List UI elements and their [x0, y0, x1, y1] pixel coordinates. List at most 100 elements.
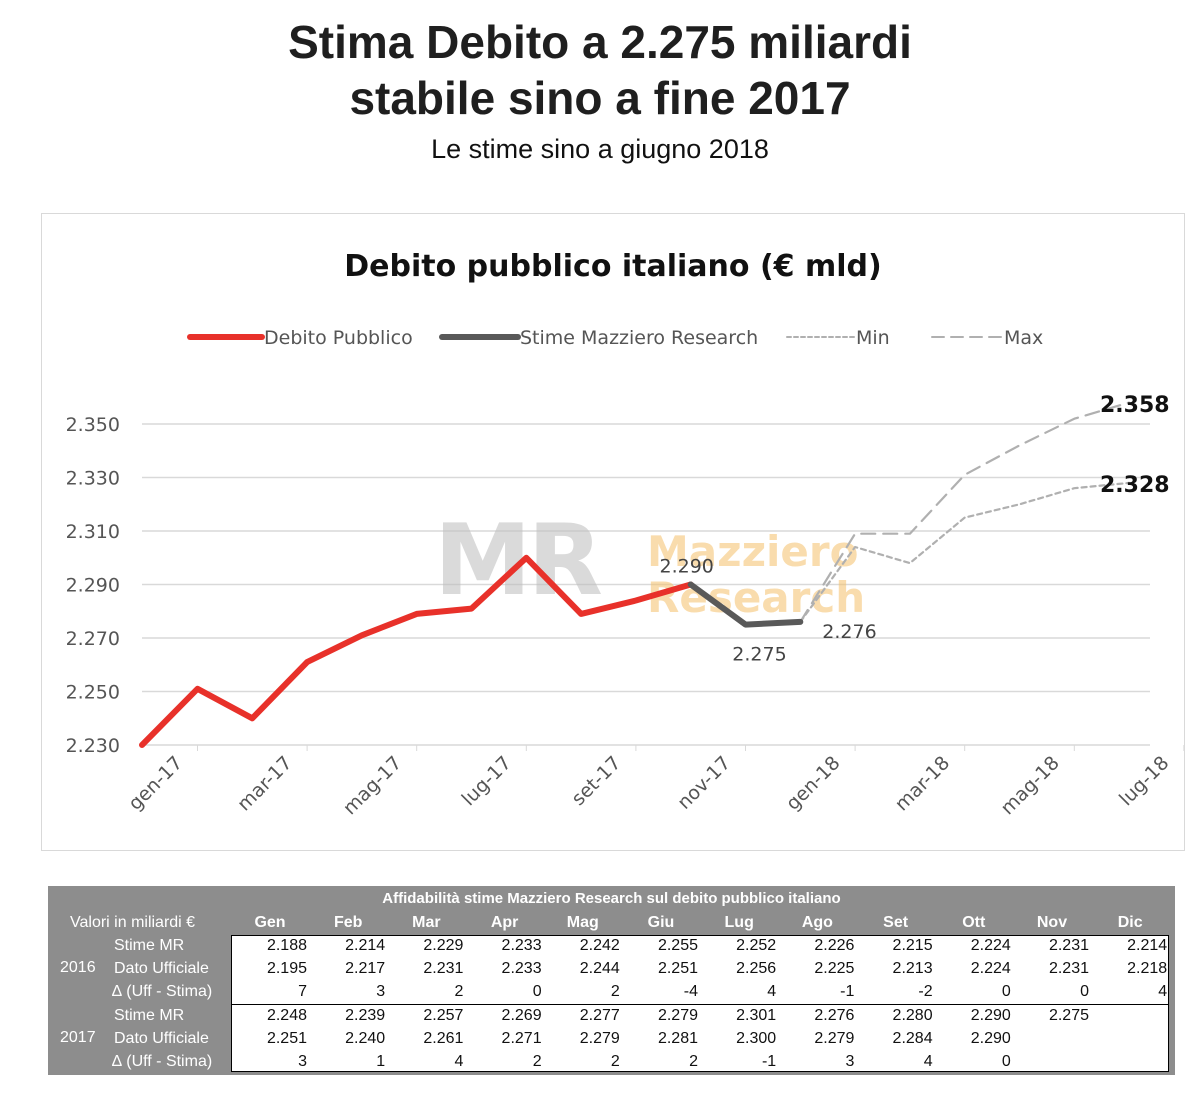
- table-cell: 2.255: [657, 937, 698, 954]
- table-cell: 4: [923, 1053, 933, 1070]
- table-cell: 4: [1158, 983, 1168, 1000]
- table-cell: 3: [376, 983, 386, 1000]
- month-header: Ott: [962, 914, 986, 931]
- table-cell: 2.224: [970, 937, 1011, 954]
- month-header: Dic: [1117, 914, 1143, 931]
- line-chart: Debito pubblico italiano (€ mld) Debito P…: [66, 249, 1184, 819]
- table-cell: -1: [761, 1053, 777, 1070]
- table-cell: 2.279: [579, 1030, 620, 1047]
- table-cell: 0: [1001, 983, 1011, 1000]
- month-header: Feb: [333, 914, 363, 931]
- y-tick-label: 2.350: [66, 414, 120, 436]
- table-cell: 2.256: [736, 960, 777, 977]
- x-tick-label: mar-17: [233, 752, 296, 815]
- table-cell: 2.276: [814, 1007, 855, 1024]
- table-cell: -4: [683, 983, 698, 1000]
- month-header: Set: [883, 914, 909, 931]
- table-cell: 2.224: [970, 960, 1011, 977]
- table-cell: 2.233: [501, 960, 542, 977]
- table-cell: 2.239: [345, 1007, 386, 1024]
- watermark-brand-line2: Research: [647, 573, 865, 622]
- table-title: Affidabilità stime Mazziero Research sul…: [382, 890, 841, 907]
- table-cell: 2: [610, 1053, 620, 1070]
- table-cell: 2.275: [1048, 1007, 1089, 1024]
- y-tick-label: 2.250: [66, 682, 120, 704]
- table-cell: 2.271: [501, 1030, 542, 1047]
- table-cell: 4: [454, 1053, 464, 1070]
- x-tick-label: gen-18: [782, 752, 845, 815]
- table-cell: 2.226: [814, 937, 855, 954]
- row-label: Stime MR: [114, 1007, 185, 1024]
- table-cell: 2.233: [501, 937, 542, 954]
- row-label: Dato Ufficiale: [114, 1030, 209, 1047]
- reliability-table: Affidabilità stime Mazziero Research sul…: [48, 886, 1175, 1075]
- table-cell: 2.301: [736, 1007, 777, 1024]
- legend-label-1: Debito Pubblico: [264, 327, 413, 349]
- table-cell: 2.218: [1127, 960, 1168, 977]
- table-cell: 2.231: [1048, 960, 1089, 977]
- x-tick-label: mag-18: [996, 752, 1063, 819]
- table-cell: 2.251: [266, 1030, 307, 1047]
- table-cell: 2.214: [1127, 937, 1168, 954]
- series-line-debito-pubblico: [139, 554, 694, 748]
- month-header: Lug: [724, 914, 754, 931]
- table-cell: -1: [840, 983, 855, 1000]
- table-cell: 2.231: [1048, 937, 1089, 954]
- table-rule: [231, 935, 1169, 936]
- month-header: Giu: [647, 914, 675, 931]
- table-cell: 2.217: [345, 960, 386, 977]
- data-label: 2.290: [659, 556, 713, 578]
- x-tick-label: mar-18: [891, 752, 954, 815]
- page-subtitle: Le stime sino a giugno 2018: [431, 134, 769, 164]
- table-cell: 2.225: [814, 960, 855, 977]
- table-cell: 2.195: [266, 960, 307, 977]
- table-cell: 2.290: [970, 1007, 1011, 1024]
- data-label: 2.358: [1100, 393, 1170, 418]
- table-rule: [1168, 935, 1169, 1072]
- table-cell: 0: [532, 983, 542, 1000]
- table-cell: 2.279: [657, 1007, 698, 1024]
- table-cell: 2.188: [266, 937, 307, 954]
- x-tick-label: mag-17: [339, 752, 406, 819]
- table-cell: 2.269: [501, 1007, 542, 1024]
- legend-label-4: Max: [1004, 327, 1043, 349]
- table-cell: 2.231: [423, 960, 464, 977]
- table-cell: 2.284: [892, 1030, 933, 1047]
- legend-label-3: Min: [856, 327, 890, 349]
- row-label: Stime MR: [114, 937, 185, 954]
- table-cell: 2.261: [423, 1030, 464, 1047]
- table-cell: 2.257: [423, 1007, 464, 1024]
- table-cell: -2: [918, 983, 933, 1000]
- data-label: 2.275: [732, 644, 786, 666]
- data-label: 2.276: [822, 621, 876, 643]
- table-cell: 2.229: [423, 937, 464, 954]
- table-cell: 3: [298, 1053, 307, 1070]
- x-tick-label: nov-17: [673, 752, 735, 814]
- data-label: 2.328: [1100, 473, 1170, 498]
- table-cell: 2.290: [970, 1030, 1011, 1047]
- table-cell: 2: [532, 1053, 542, 1070]
- row-label: ∆ (Uff - Stima): [112, 983, 213, 1000]
- table-cell: 2: [454, 983, 464, 1000]
- table-rule: [231, 1071, 1169, 1072]
- table-cell: 2.214: [345, 937, 386, 954]
- table-cell: 0: [1001, 1053, 1011, 1070]
- y-tick-label: 2.270: [66, 628, 120, 650]
- x-tick-label: lug-17: [458, 752, 516, 810]
- month-header: Mag: [566, 914, 599, 931]
- y-tick-label: 2.310: [66, 521, 120, 543]
- y-tick-label: 2.290: [66, 575, 120, 597]
- page-header: Stima Debito a 2.275 miliardi stabile si…: [0, 14, 1200, 166]
- table-cell: 2.281: [657, 1030, 698, 1047]
- year-label: 2016: [60, 959, 96, 976]
- table-cell: 2: [689, 1053, 698, 1070]
- table-cell: 2.248: [266, 1007, 307, 1024]
- y-tick-label: 2.230: [66, 735, 120, 757]
- page-title-line-1: Stima Debito a 2.275 miliardi: [288, 16, 912, 68]
- table-cell: 2.240: [345, 1030, 386, 1047]
- row-label: Dato Ufficiale: [114, 960, 209, 977]
- table-cell: 2.244: [579, 960, 620, 977]
- table-cell: 4: [767, 983, 777, 1000]
- table-rule: [231, 1004, 1169, 1005]
